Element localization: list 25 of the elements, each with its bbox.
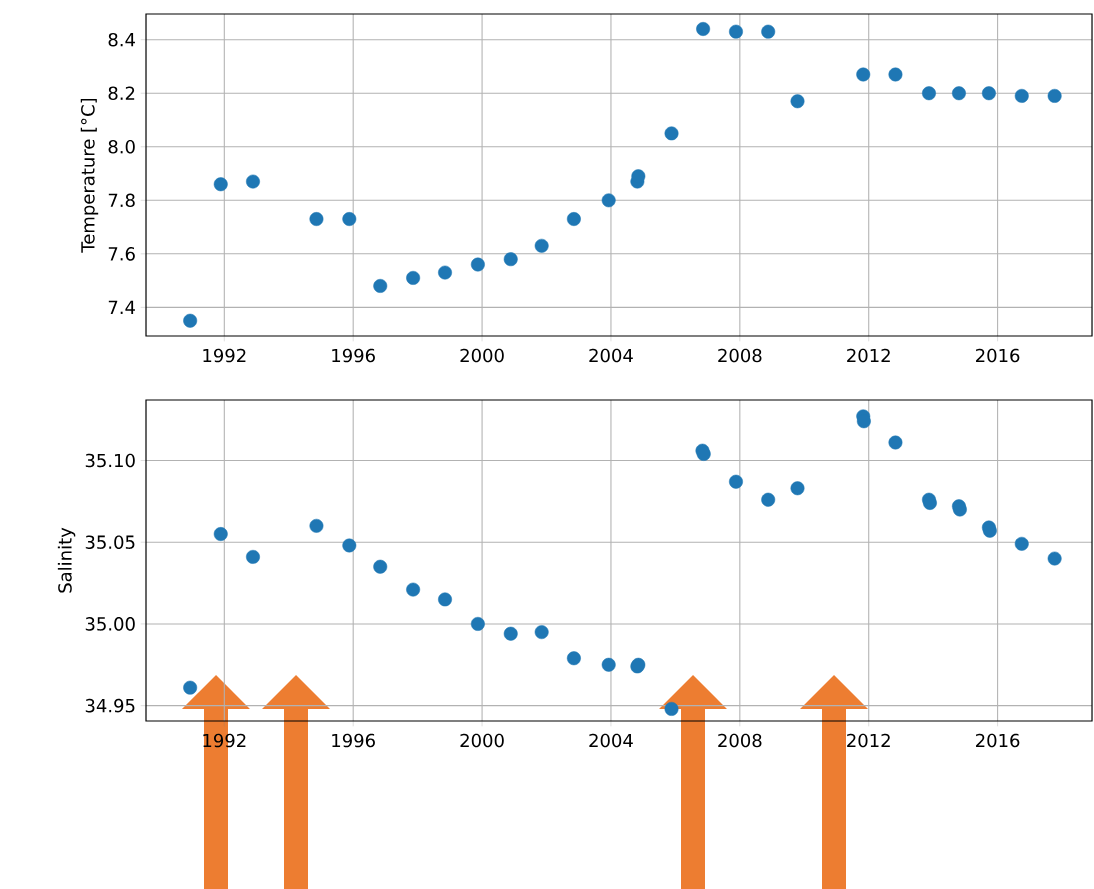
- x-tick-label: 2000: [460, 348, 504, 363]
- x-tick-label: 2008: [718, 733, 762, 748]
- y-axis-title: Salinity: [57, 527, 76, 593]
- y-tick-label: 7.8: [108, 193, 135, 208]
- x-tick-label: 2016: [976, 348, 1020, 363]
- y-tick-label: 35.05: [85, 535, 135, 550]
- x-tick-label: 2012: [847, 348, 890, 363]
- y-tick-label: 35.00: [85, 617, 135, 631]
- y-tick-label: 8.2: [108, 86, 135, 101]
- y-tick-label: 35.10: [85, 453, 135, 468]
- x-tick-label: 2008: [718, 348, 762, 363]
- x-tick-label: 2000: [460, 733, 504, 748]
- x-tick-label: 2004: [589, 348, 633, 363]
- y-tick-label: 7.6: [108, 247, 135, 261]
- x-tick-label: 2004: [589, 733, 633, 748]
- x-tick-label: 1992: [203, 348, 246, 363]
- x-tick-label: 1996: [332, 733, 375, 748]
- y-tick-label: 34.95: [85, 698, 135, 713]
- x-tick-label: 2016: [976, 733, 1020, 748]
- y-tick-label: 8.0: [108, 139, 135, 154]
- y-tick-label: 7.4: [108, 300, 135, 314]
- x-tick-label: 1996: [332, 348, 375, 363]
- x-tick-label: 2012: [847, 733, 890, 748]
- y-tick-label: 8.4: [108, 32, 135, 47]
- y-axis-title: Temperature [°C]: [80, 98, 99, 253]
